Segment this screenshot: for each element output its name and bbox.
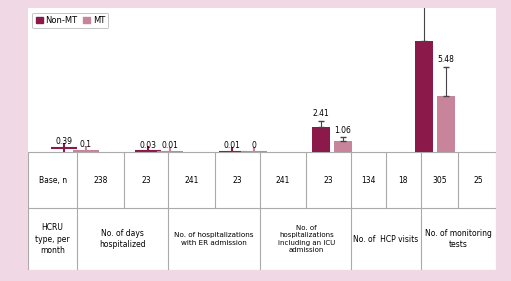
- Text: No. of  HCP visits: No. of HCP visits: [353, 235, 419, 244]
- Text: 25: 25: [473, 176, 483, 185]
- Text: 23: 23: [142, 176, 151, 185]
- Text: 0.03: 0.03: [140, 140, 157, 149]
- Text: HCRU
type, per
month: HCRU type, per month: [35, 223, 70, 255]
- Text: No. of
hospitalizations
including an ICU
admission: No. of hospitalizations including an ICU…: [277, 225, 335, 253]
- Bar: [334, 141, 352, 152]
- Text: No. of hospitalizations
with ER admission: No. of hospitalizations with ER admissio…: [174, 232, 254, 246]
- Bar: [415, 41, 433, 152]
- Text: 2.41: 2.41: [313, 109, 330, 118]
- Text: 1.06: 1.06: [334, 126, 351, 135]
- Bar: [437, 96, 454, 152]
- Text: 305: 305: [432, 176, 447, 185]
- Text: 134: 134: [361, 176, 376, 185]
- Text: Base, n: Base, n: [39, 176, 67, 185]
- Text: 23: 23: [323, 176, 333, 185]
- Text: No. of monitoring
tests: No. of monitoring tests: [425, 229, 492, 249]
- Text: 0.01: 0.01: [161, 141, 178, 150]
- Text: 238: 238: [94, 176, 108, 185]
- Text: 241: 241: [276, 176, 290, 185]
- Text: 241: 241: [184, 176, 199, 185]
- Text: 0.39: 0.39: [56, 137, 73, 146]
- Text: 0.01: 0.01: [224, 141, 241, 150]
- Text: 5.48: 5.48: [437, 55, 454, 64]
- Text: 23: 23: [233, 176, 242, 185]
- Bar: [312, 127, 330, 152]
- Text: 0: 0: [251, 141, 257, 150]
- Legend: Non-MT, MT: Non-MT, MT: [32, 13, 108, 28]
- Text: 18: 18: [399, 176, 408, 185]
- Text: 0.1: 0.1: [80, 140, 91, 149]
- Text: No. of days
hospitalized: No. of days hospitalized: [100, 229, 146, 249]
